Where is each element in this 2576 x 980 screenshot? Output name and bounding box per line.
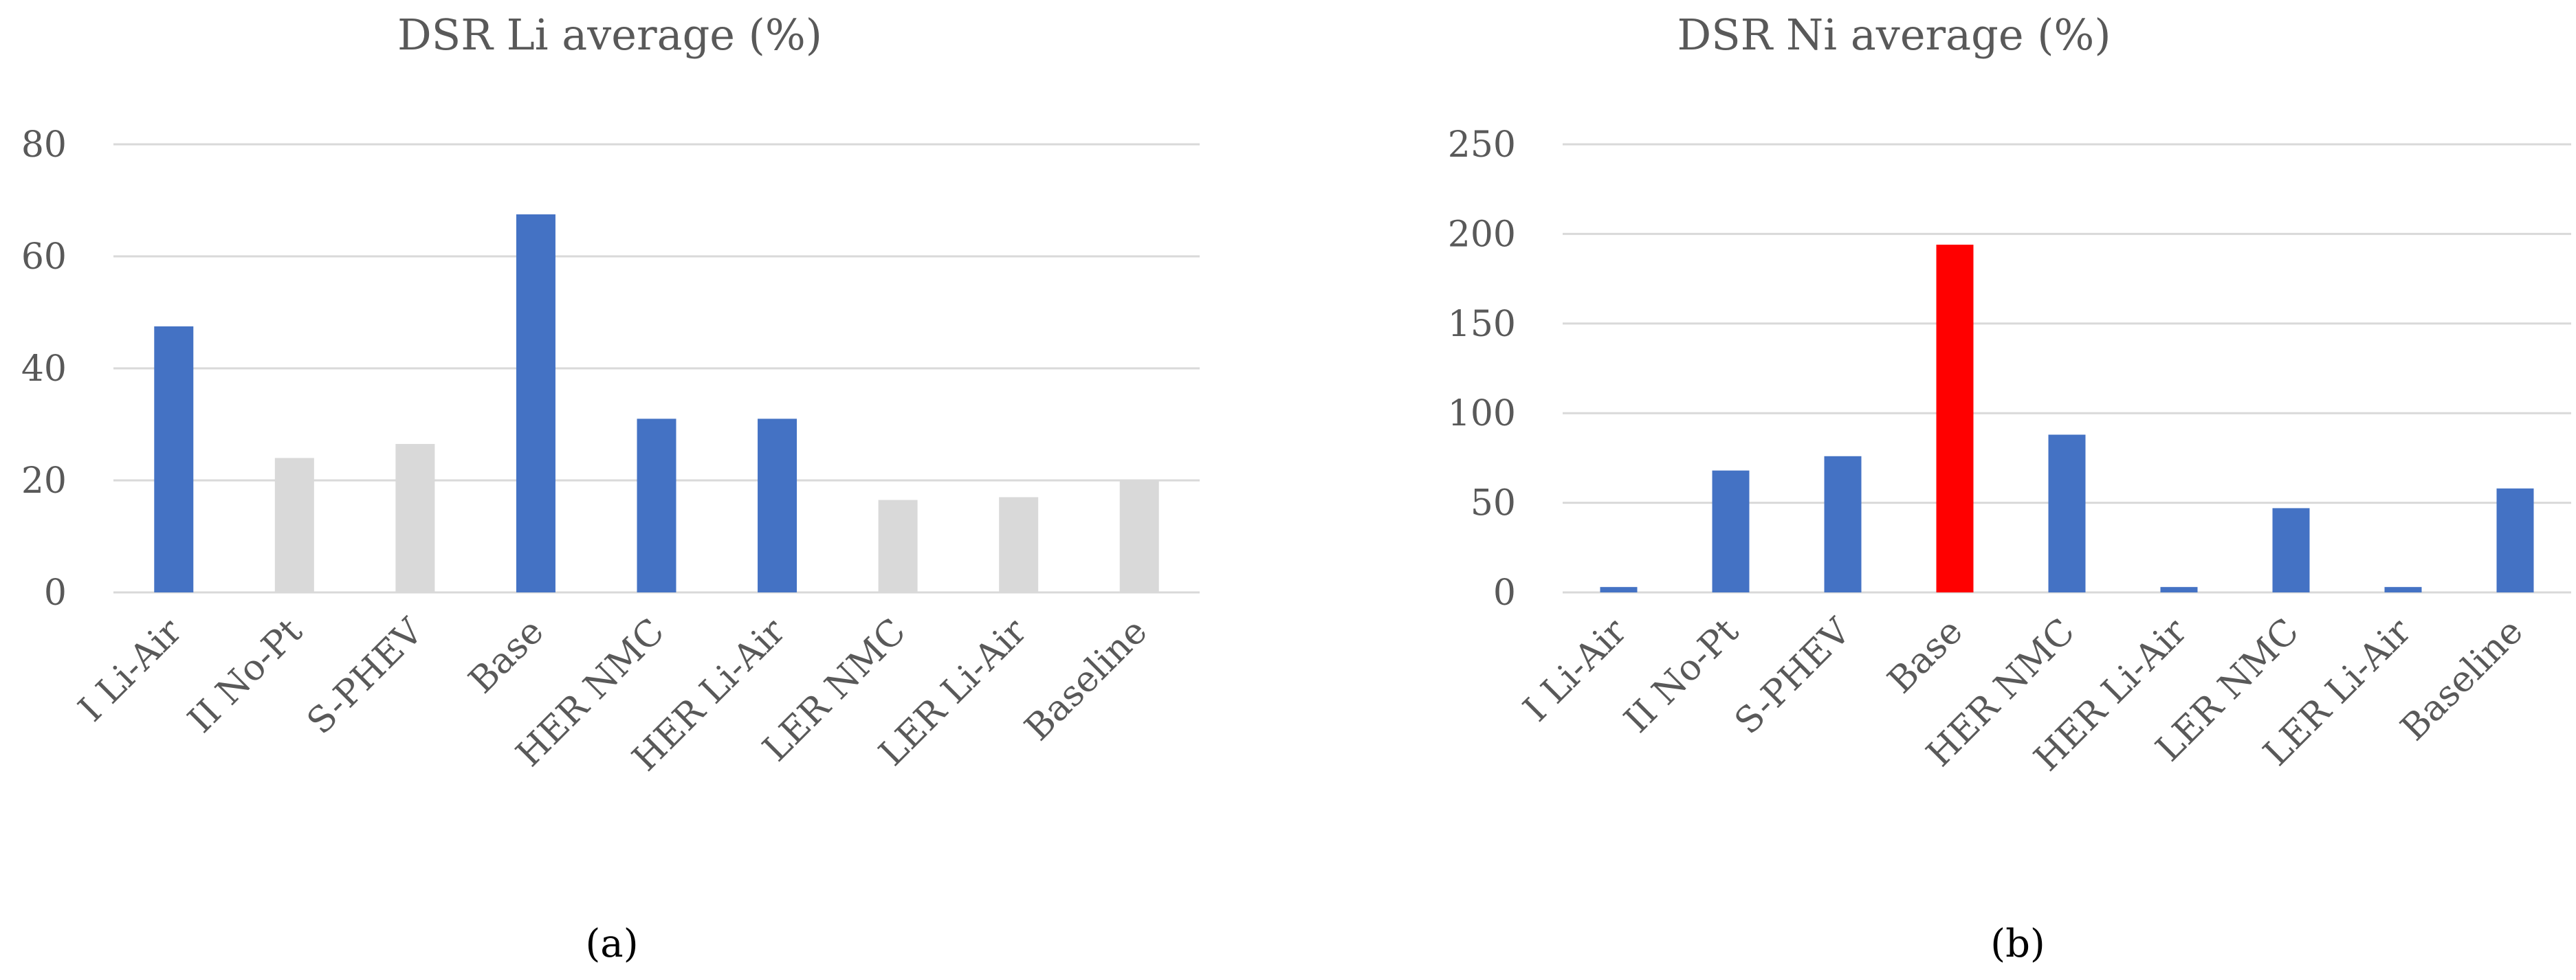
bar xyxy=(1119,480,1159,592)
bar xyxy=(395,444,435,592)
x-category-label: S-PHEV xyxy=(1727,610,1860,743)
x-category-label: Baseline xyxy=(1017,611,1155,749)
y-tick-label: 40 xyxy=(21,348,67,390)
chart-panel-a: DSR Li average (%) 0 20 40 60 80 I Li-AirII … xyxy=(21,10,1200,966)
bar xyxy=(154,326,194,592)
bar xyxy=(2496,488,2534,592)
bar xyxy=(516,214,555,592)
y-tick-label: 0 xyxy=(44,572,67,614)
x-category-label: I Li-Air xyxy=(71,611,190,730)
x-category-label: II No-Pt xyxy=(1616,611,1746,741)
panel-label-b: (b) xyxy=(1990,922,2045,966)
bar xyxy=(1936,245,1974,592)
bar xyxy=(1712,470,1750,592)
y-tick-label: 20 xyxy=(21,460,67,502)
y-tick-label: 250 xyxy=(1448,124,1516,166)
y-tick-label: 80 xyxy=(21,124,67,166)
x-category-label: Base xyxy=(1880,611,1971,702)
chart-title-b: DSR Ni average (%) xyxy=(1677,10,2111,60)
bar xyxy=(274,458,314,592)
y-tick-label: 200 xyxy=(1448,214,1516,255)
x-category-label: II No-Pt xyxy=(180,611,310,741)
bar xyxy=(1600,587,1638,592)
bar xyxy=(2048,434,2086,592)
bar xyxy=(1824,456,1862,592)
bar xyxy=(2384,587,2422,592)
x-category-label: Base xyxy=(461,611,552,702)
x-category-label: Baseline xyxy=(2393,611,2531,749)
y-tick-label: 50 xyxy=(1471,483,1516,524)
bar xyxy=(758,419,797,592)
bars-a xyxy=(154,214,1159,592)
bar xyxy=(999,497,1039,592)
panel-label-a: (a) xyxy=(585,922,638,966)
bar xyxy=(2160,587,2198,592)
bar xyxy=(637,419,676,592)
bars-b xyxy=(1600,245,2534,592)
y-tick-label: 150 xyxy=(1448,304,1516,345)
y-tick-label: 60 xyxy=(21,236,67,278)
chart-title-a: DSR Li average (%) xyxy=(397,10,822,60)
y-tick-label: 0 xyxy=(1493,572,1516,614)
chart-panel-b: DSR Ni average (%) 0 50 100 150 200 250 I Li-… xyxy=(1448,10,2571,966)
y-tick-labels-a: 0 20 40 60 80 xyxy=(21,124,67,614)
bar xyxy=(878,500,918,592)
y-tick-label: 100 xyxy=(1448,393,1516,434)
y-tick-labels-b: 0 50 100 150 200 250 xyxy=(1448,124,1516,614)
bar xyxy=(2272,508,2310,592)
x-category-label: S-PHEV xyxy=(299,610,432,743)
